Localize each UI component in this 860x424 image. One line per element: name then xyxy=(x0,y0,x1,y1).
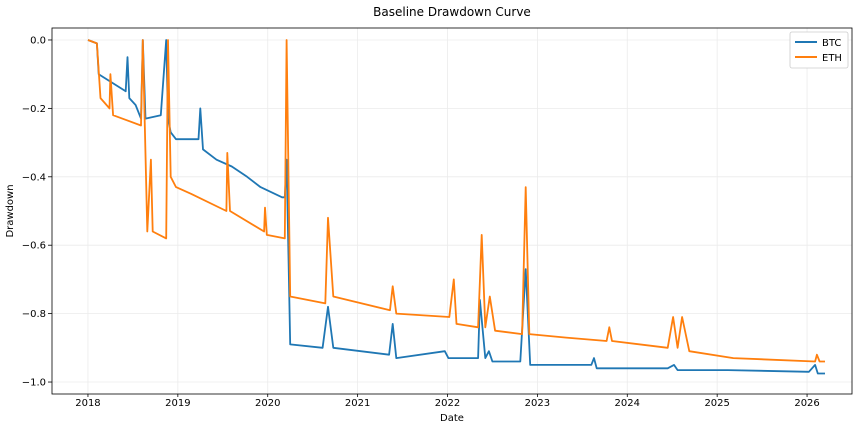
x-tick-label: 2019 xyxy=(165,398,190,409)
x-tick-label: 2020 xyxy=(255,398,280,409)
y-tick-label: −0.2 xyxy=(22,104,46,115)
y-tick-label: −1.0 xyxy=(22,378,46,389)
y-axis-label: Drawdown xyxy=(5,184,16,237)
y-axis: 0.0 −0.2 −0.4 −0.6 −0.8 −1.0 xyxy=(22,35,52,389)
y-tick-label: −0.6 xyxy=(22,241,46,252)
legend-label-eth: ETH xyxy=(822,53,842,64)
chart-title: Baseline Drawdown Curve xyxy=(373,5,531,19)
x-tick-label: 2022 xyxy=(435,398,460,409)
series-lines xyxy=(87,39,825,375)
x-tick-label: 2024 xyxy=(615,398,640,409)
grid xyxy=(52,28,852,394)
y-tick-label: 0.0 xyxy=(30,35,46,46)
x-axis: 2018 2019 2020 2021 2022 2023 2024 2025 2026 xyxy=(75,394,820,409)
legend-label-btc: BTC xyxy=(822,38,841,49)
plot-frame xyxy=(51,27,853,395)
series-line-eth xyxy=(87,39,825,363)
x-tick-label: 2025 xyxy=(704,398,729,409)
x-tick-label: 2026 xyxy=(794,398,819,409)
x-tick-label: 2023 xyxy=(525,398,550,409)
x-tick-label: 2021 xyxy=(345,398,370,409)
y-tick-label: −0.8 xyxy=(22,309,46,320)
legend: BTC ETH xyxy=(789,31,849,69)
x-tick-label: 2018 xyxy=(75,398,100,409)
x-axis-label: Date xyxy=(440,413,464,424)
y-tick-label: −0.4 xyxy=(22,172,46,183)
